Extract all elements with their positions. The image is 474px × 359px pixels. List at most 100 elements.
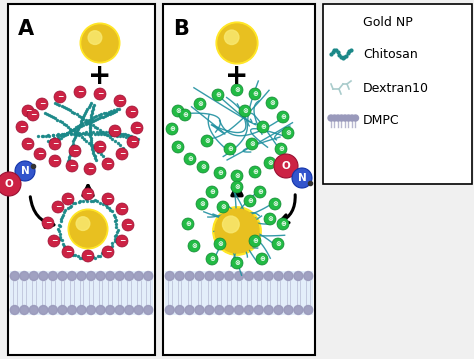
Circle shape [0, 172, 21, 196]
Circle shape [134, 271, 143, 280]
Circle shape [206, 253, 218, 265]
Circle shape [254, 306, 263, 314]
Circle shape [82, 250, 94, 262]
Circle shape [213, 207, 261, 255]
Circle shape [10, 306, 19, 314]
Circle shape [284, 306, 293, 314]
Circle shape [264, 213, 276, 225]
Text: +: + [88, 62, 112, 90]
Circle shape [231, 84, 243, 96]
Circle shape [256, 253, 268, 265]
Text: −: − [37, 149, 43, 158]
Circle shape [188, 240, 200, 252]
Circle shape [338, 17, 348, 27]
Circle shape [144, 306, 153, 314]
Circle shape [75, 216, 101, 242]
Circle shape [294, 271, 303, 280]
Circle shape [274, 306, 283, 314]
Circle shape [54, 91, 66, 103]
Circle shape [80, 220, 97, 238]
Circle shape [74, 86, 86, 98]
Circle shape [226, 32, 248, 55]
Text: ⊗: ⊗ [217, 241, 223, 247]
Circle shape [201, 135, 213, 147]
Text: −: − [69, 161, 75, 170]
Circle shape [49, 155, 61, 167]
Circle shape [126, 106, 138, 118]
Text: −: − [52, 156, 58, 165]
Text: O: O [282, 161, 291, 171]
Circle shape [39, 271, 48, 280]
Circle shape [230, 36, 244, 50]
Circle shape [223, 29, 251, 57]
Circle shape [246, 138, 258, 150]
Circle shape [218, 24, 256, 62]
Text: −: − [85, 189, 91, 198]
Circle shape [227, 220, 247, 242]
Text: ⊕: ⊕ [209, 256, 215, 262]
Text: −: − [125, 220, 131, 229]
Text: ⊕: ⊕ [217, 170, 223, 176]
Circle shape [196, 198, 208, 210]
Circle shape [42, 217, 54, 229]
Circle shape [205, 271, 214, 280]
Circle shape [215, 306, 224, 314]
Text: −: − [57, 92, 63, 101]
Circle shape [94, 141, 106, 153]
Text: −: − [51, 236, 57, 245]
Circle shape [294, 306, 303, 314]
Circle shape [217, 201, 229, 213]
Circle shape [333, 12, 353, 32]
Text: ⊕: ⊕ [252, 169, 258, 175]
Circle shape [205, 306, 214, 314]
Circle shape [106, 271, 115, 280]
Circle shape [197, 161, 209, 173]
Circle shape [96, 39, 104, 47]
Text: −: − [85, 251, 91, 260]
Circle shape [337, 16, 349, 28]
Text: −: − [119, 204, 125, 213]
Circle shape [214, 238, 226, 250]
Circle shape [84, 225, 92, 233]
Text: ⊗: ⊗ [285, 130, 291, 136]
Circle shape [36, 98, 48, 110]
Text: DMPC: DMPC [363, 115, 400, 127]
Circle shape [244, 195, 256, 207]
Circle shape [219, 212, 255, 250]
Circle shape [266, 97, 278, 109]
Circle shape [80, 23, 120, 63]
Circle shape [58, 271, 67, 280]
Text: Chitosan: Chitosan [363, 47, 418, 61]
Text: −: − [105, 194, 111, 203]
Text: −: − [129, 107, 135, 116]
Circle shape [214, 167, 226, 179]
Circle shape [254, 186, 266, 198]
Text: ⊕: ⊕ [187, 156, 193, 162]
Circle shape [245, 271, 254, 280]
Circle shape [172, 141, 184, 153]
Circle shape [341, 20, 345, 24]
Text: ⊗: ⊗ [269, 100, 275, 106]
Circle shape [282, 127, 294, 139]
Text: ⊕: ⊕ [260, 124, 266, 130]
Circle shape [182, 218, 194, 230]
Text: ⊕: ⊕ [257, 189, 263, 195]
Text: ⊗: ⊗ [191, 243, 197, 249]
Circle shape [82, 188, 94, 200]
Circle shape [10, 271, 19, 280]
Text: ⊗: ⊗ [267, 216, 273, 222]
Text: O: O [5, 179, 13, 189]
Circle shape [27, 109, 39, 121]
Text: −: − [19, 122, 25, 131]
Circle shape [115, 271, 124, 280]
Text: ⊗: ⊗ [200, 164, 206, 170]
Circle shape [284, 271, 293, 280]
Circle shape [58, 306, 67, 314]
Circle shape [235, 271, 244, 280]
Circle shape [125, 271, 134, 280]
Circle shape [274, 154, 298, 178]
Circle shape [277, 218, 289, 230]
Circle shape [165, 271, 174, 280]
Circle shape [84, 163, 96, 175]
Text: ⊗: ⊗ [220, 204, 226, 210]
